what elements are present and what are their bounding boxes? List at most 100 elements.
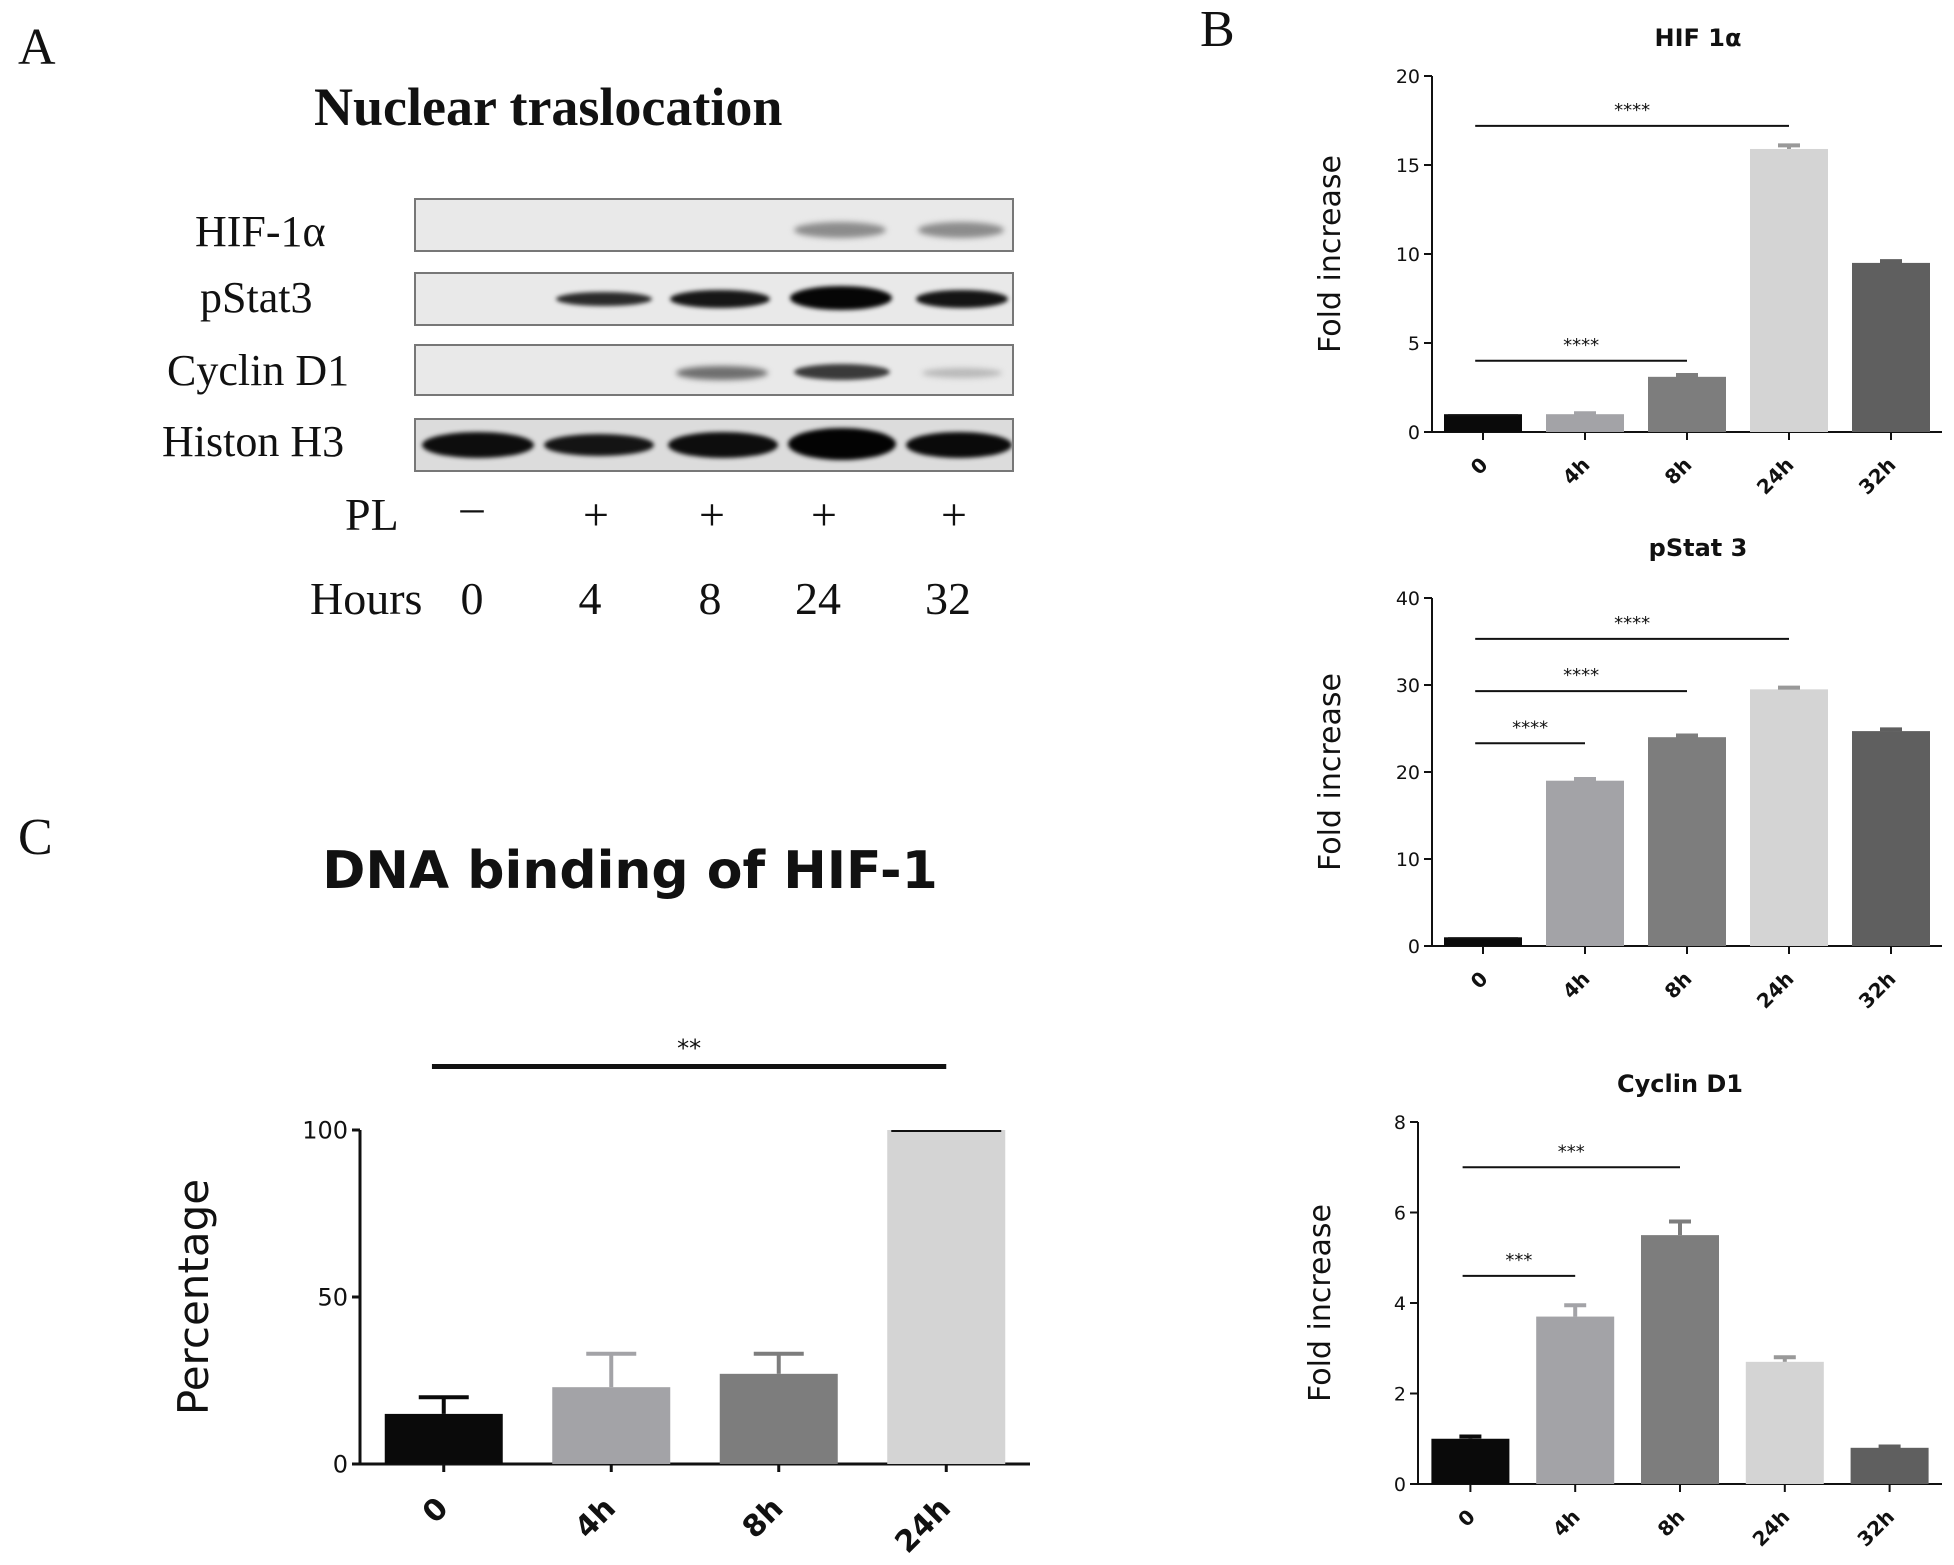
- dna-bar: [384, 1413, 503, 1464]
- hours-value: 0: [460, 573, 484, 624]
- dna-title: DNA binding of HIF-1: [322, 841, 938, 901]
- pstat-category-label: 4h: [1558, 967, 1595, 1004]
- hif-bar: [1444, 414, 1522, 432]
- hif-category-label: 8h: [1660, 453, 1697, 490]
- pstat-y-tick-label: 0: [1408, 936, 1420, 958]
- hours-value: 32: [925, 573, 971, 624]
- dna-y-tick-label: 50: [317, 1284, 348, 1312]
- band: [788, 428, 896, 460]
- pl-label: PL: [345, 489, 399, 540]
- pstat-significance-label: ****: [1563, 665, 1599, 686]
- cyclin-y-tick-label: 4: [1394, 1293, 1406, 1315]
- hif-title: HIF 1α: [1655, 24, 1742, 52]
- hif-significance-label: ****: [1614, 100, 1650, 121]
- cyclin-title: Cyclin D1: [1617, 1070, 1743, 1098]
- pl-value: –: [460, 481, 484, 532]
- pstat-bar: [1546, 780, 1624, 946]
- dna-category-label: 8h: [736, 1491, 791, 1546]
- cyclin-y-tick-label: 6: [1394, 1202, 1406, 1224]
- hours-label: Hours: [310, 573, 423, 624]
- cyclin-category-label: 0: [1453, 1505, 1480, 1532]
- hif-category-label: 32h: [1854, 453, 1901, 500]
- hif-category-label: 24h: [1752, 453, 1799, 500]
- pstat-y-tick-label: 20: [1396, 762, 1420, 784]
- pstat-title: pStat 3: [1649, 534, 1748, 562]
- panel-a-title: Nuclear traslocation: [314, 77, 783, 137]
- cyclin-category-label: 32h: [1852, 1505, 1899, 1552]
- pstat-category-label: 8h: [1660, 967, 1697, 1004]
- hours-value: 8: [698, 573, 722, 624]
- hif-category-label: 4h: [1558, 453, 1595, 490]
- cyclin-category-label: 4h: [1548, 1505, 1585, 1542]
- hif-y-tick-label: 0: [1408, 422, 1420, 444]
- pstat-category-label: 24h: [1752, 967, 1799, 1014]
- band: [794, 222, 886, 238]
- hif-y-axis-label: Fold increase: [1313, 155, 1348, 353]
- cyclin-category-label: 8h: [1653, 1505, 1690, 1542]
- cyclin-bar: [1431, 1438, 1510, 1484]
- cyclin-bar: [1641, 1235, 1719, 1484]
- band: [794, 364, 890, 380]
- hif-bar: [1546, 414, 1624, 432]
- hif-category-label: 0: [1466, 453, 1493, 480]
- pstat-bar: [1648, 737, 1726, 946]
- dna-category-label: 4h: [568, 1491, 623, 1546]
- cyclin-significance-label: ***: [1558, 1141, 1585, 1162]
- cyclin-bar: [1536, 1316, 1615, 1484]
- band: [906, 432, 1012, 458]
- hif-significance-label: ****: [1563, 335, 1599, 356]
- pstat-y-axis-label: Fold increase: [1313, 673, 1348, 871]
- pl-value: +: [941, 489, 967, 540]
- hif-y-tick-label: 20: [1396, 66, 1420, 88]
- band: [922, 368, 1002, 378]
- pstat-category-label: 32h: [1854, 967, 1901, 1014]
- band: [790, 286, 892, 310]
- pstat-bar: [1750, 689, 1828, 946]
- hif-bar: [1750, 148, 1828, 433]
- hif-bar: [1852, 262, 1930, 432]
- pl-value: +: [699, 489, 725, 540]
- pstat-significance-label: ****: [1614, 613, 1650, 634]
- hours-value: 4: [578, 573, 602, 624]
- pstat-y-tick-label: 40: [1396, 588, 1420, 610]
- pstat-significance-label: ****: [1512, 717, 1548, 738]
- band: [556, 292, 652, 306]
- panel-c-letter: C: [18, 809, 53, 866]
- blot-strip-pstat3: [414, 272, 1014, 326]
- dna-bar: [887, 1130, 1006, 1464]
- pstat-bar: [1852, 731, 1930, 946]
- blot-label-hif: HIF-1α: [195, 207, 326, 256]
- hif-y-tick-label: 5: [1408, 333, 1420, 355]
- cyclin-y-tick-label: 2: [1394, 1383, 1406, 1405]
- cyclin-y-tick-label: 8: [1394, 1112, 1406, 1134]
- band: [918, 222, 1004, 238]
- panel-a-letter: A: [18, 19, 56, 76]
- dna-bar: [552, 1387, 671, 1464]
- dna-category-label: 24h: [889, 1491, 958, 1560]
- blot-label-pstat3: pStat3: [200, 273, 313, 322]
- cyclin-bar: [1850, 1447, 1929, 1484]
- cyclin-significance-label: ***: [1505, 1250, 1532, 1271]
- dna-significance-label: **: [677, 1035, 701, 1063]
- pl-value: +: [811, 489, 837, 540]
- dna-y-axis-label: Percentage: [169, 1179, 218, 1415]
- band: [544, 434, 654, 456]
- pstat-bar: [1444, 937, 1522, 946]
- blot-strip-histon: [414, 418, 1014, 472]
- blot-strip-hif: [414, 198, 1014, 252]
- cyclin-category-label: 24h: [1748, 1505, 1795, 1552]
- pstat-category-label: 0: [1466, 967, 1493, 994]
- blot-label-histon: Histon H3: [162, 417, 345, 466]
- dna-y-tick-label: 100: [302, 1117, 348, 1145]
- dna-y-tick-label: 0: [333, 1451, 348, 1479]
- band: [916, 290, 1008, 308]
- band: [668, 432, 778, 458]
- pstat-y-tick-label: 10: [1396, 849, 1420, 871]
- cyclin-bar: [1745, 1361, 1824, 1484]
- dna-bar: [719, 1373, 838, 1464]
- band: [422, 432, 534, 458]
- hours-value: 24: [795, 573, 841, 624]
- pstat-y-tick-label: 30: [1396, 675, 1420, 697]
- cyclin-y-axis-label: Fold increase: [1303, 1204, 1338, 1402]
